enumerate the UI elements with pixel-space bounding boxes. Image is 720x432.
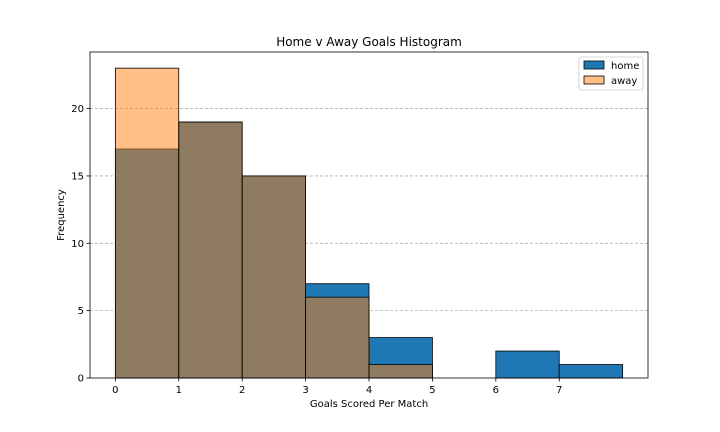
y-tick-label: 10 [71,239,84,250]
bar-away-1 [178,121,243,379]
y-tick-label: 15 [71,171,84,182]
y-tick-label: 5 [78,306,84,317]
x-tick-label: 5 [429,385,435,396]
legend-swatch-home [583,60,605,70]
bar-away-3 [305,296,370,379]
y-tick-label: 20 [71,104,84,115]
x-tick-label: 7 [556,385,562,396]
axis-ticks: 0 1 2 3 4 5 6 7 0 5 10 15 20 [71,104,562,396]
bar-home-7 [558,364,624,379]
bar-away-0 [114,67,180,379]
chart-title: Home v Away Goals Histogram [276,35,462,49]
x-axis-label: Goals Scored Per Match [310,399,428,410]
y-axis-label: Frequency [56,189,67,241]
x-tick-label: 0 [112,385,118,396]
x-tick-label: 2 [239,385,245,396]
legend-label-away: away [611,76,637,87]
y-tick-label: 0 [78,374,84,385]
x-tick-label: 1 [176,385,182,396]
legend-label-home: home [611,61,639,72]
legend-swatch-away [583,75,605,85]
x-tick-label: 6 [493,385,499,396]
bar-away-4 [368,364,433,379]
x-tick-label: 4 [366,385,372,396]
x-tick-label: 3 [302,385,308,396]
bar-home-6 [495,350,560,379]
bar-away-2 [241,175,306,379]
legend: home away [578,56,644,91]
